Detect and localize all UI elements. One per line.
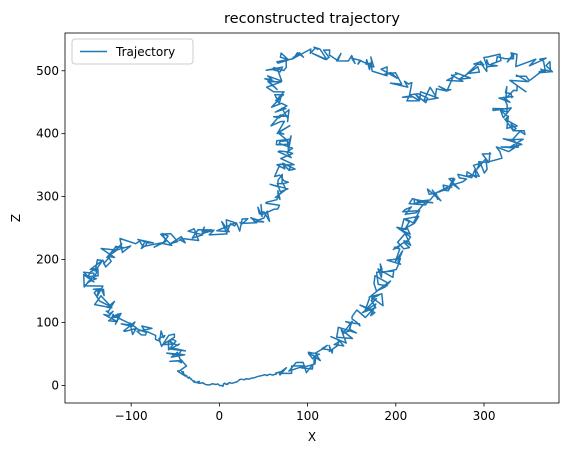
y-axis-ticks: 0 100 200 300 400 500 bbox=[36, 64, 65, 392]
y-tick-label: 100 bbox=[36, 315, 59, 329]
series-line-trajectory bbox=[82, 46, 554, 387]
x-tick-label: 200 bbox=[384, 409, 407, 423]
y-tick-label: 0 bbox=[51, 378, 59, 392]
x-axis-label: X bbox=[308, 430, 316, 444]
x-tick-label: −100 bbox=[115, 409, 148, 423]
x-tick-label: 100 bbox=[296, 409, 319, 423]
legend: Trajectory bbox=[71, 38, 194, 65]
plot-area bbox=[65, 33, 559, 403]
y-tick-label: 500 bbox=[36, 64, 59, 78]
y-tick-label: 400 bbox=[36, 127, 59, 141]
legend-entry-trajectory: Trajectory bbox=[115, 45, 175, 59]
x-tick-label: 0 bbox=[216, 409, 224, 423]
series-layer bbox=[82, 46, 554, 387]
x-axis-ticks: −100 0 100 200 300 bbox=[115, 403, 496, 423]
y-axis-label: Z bbox=[9, 214, 23, 222]
y-tick-label: 200 bbox=[36, 253, 59, 267]
y-tick-label: 300 bbox=[36, 190, 59, 204]
plot-frame bbox=[64, 32, 560, 404]
x-tick-label: 300 bbox=[473, 409, 496, 423]
legend-box bbox=[71, 38, 194, 65]
chart-title: reconstructed trajectory bbox=[224, 11, 400, 27]
